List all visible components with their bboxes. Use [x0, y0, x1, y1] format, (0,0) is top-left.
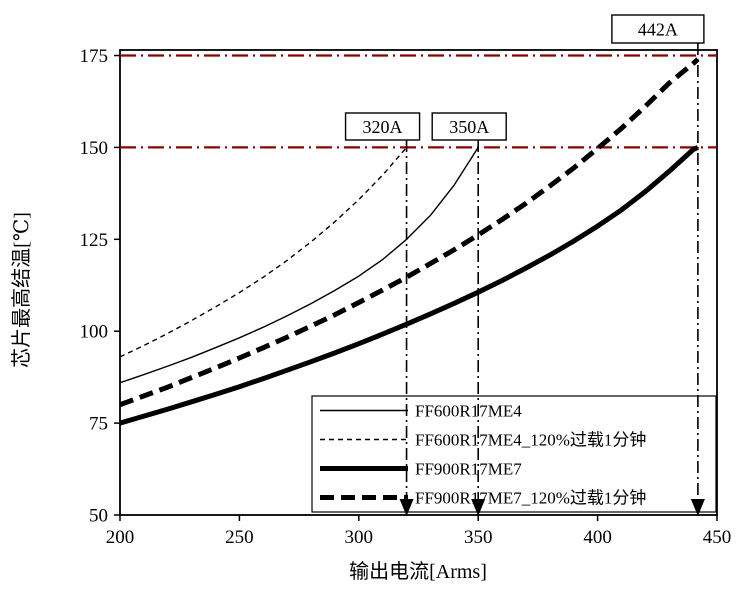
y-tick-label-175: 175	[80, 46, 109, 67]
y-tick-label-100: 100	[80, 322, 109, 343]
y-tick-label-75: 75	[89, 414, 108, 435]
x-tick-label-450: 450	[703, 527, 732, 548]
annotation-label-350A: 350A	[449, 117, 489, 137]
y-tick-label-125: 125	[80, 230, 109, 251]
annotation-label-442A: 442A	[638, 20, 678, 40]
annotation-arrow-320A	[399, 499, 414, 516]
x-tick-label-250: 250	[225, 527, 254, 548]
annotation-box-320A	[344, 112, 421, 141]
legend-label-1: FF600R17ME4_120%过载1分钟	[415, 431, 646, 450]
y-tick-label-150: 150	[80, 138, 109, 159]
series-curve-1	[119, 146, 408, 358]
annotation-box-442A	[611, 14, 705, 44]
series-curve-0	[119, 147, 479, 384]
x-tick-label-200: 200	[106, 527, 135, 548]
annotation-label-320A: 320A	[363, 117, 403, 137]
y-axis-title: 芯片最高结温[℃]	[10, 212, 33, 368]
legend-label-2: FF900R17ME7	[415, 460, 522, 479]
x-tick-label-400: 400	[583, 527, 612, 548]
x-tick-label-300: 300	[345, 527, 374, 548]
series-curve-2	[119, 145, 699, 426]
legend-label-3: FF900R17ME7_120%过载1分钟	[415, 489, 646, 508]
x-tick-label-350: 350	[464, 527, 493, 548]
series-curve-3	[119, 57, 700, 408]
annotation-arrow-442A	[690, 499, 705, 516]
y-tick-label-50: 50	[89, 506, 108, 527]
annotation-arrow-350A	[471, 499, 486, 516]
annotation-box-350A	[431, 112, 507, 141]
legend-label-0: FF600R17ME4	[415, 402, 522, 421]
x-axis-title: 输出电流[Arms]	[349, 560, 487, 583]
legend-box	[311, 395, 717, 513]
